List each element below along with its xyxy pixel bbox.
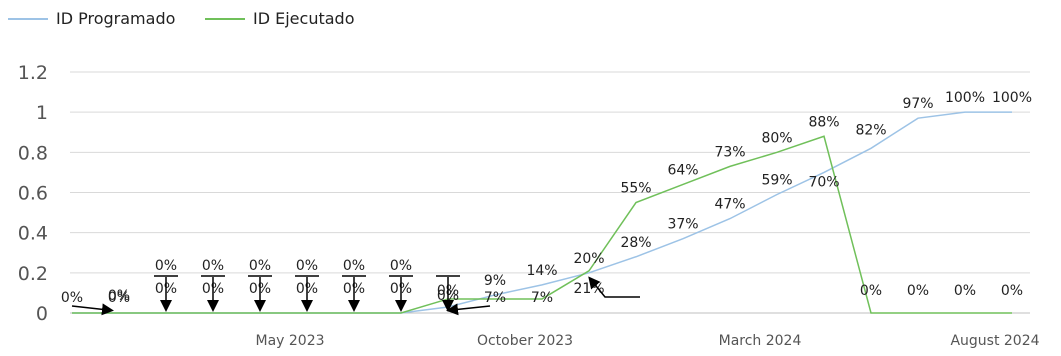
data-label-programado: 100% xyxy=(945,90,985,106)
data-label-programado: 0% xyxy=(155,258,177,274)
data-label-ejecutado: 7% xyxy=(484,290,506,306)
data-label-programado: 82% xyxy=(855,122,886,138)
data-label-ejecutado: 80% xyxy=(761,130,792,146)
legend: ID Programado ID Ejecutado xyxy=(8,9,354,28)
y-tick-label: 0.8 xyxy=(18,142,48,164)
y-tick-label: 0.6 xyxy=(18,183,48,205)
data-label-programado: 47% xyxy=(714,197,745,213)
data-label-programado: 0% xyxy=(249,258,271,274)
x-tick-label: May 2023 xyxy=(255,333,324,349)
series-line-ejecutado xyxy=(72,135,1012,314)
x-tick-label: October 2023 xyxy=(477,333,573,349)
data-label-ejecutado: 21% xyxy=(573,281,604,297)
data-label-programado: 100% xyxy=(992,90,1032,106)
y-tick-label: 0.4 xyxy=(18,223,48,245)
legend-label-programado: ID Programado xyxy=(56,9,175,28)
data-label-programado: 0% xyxy=(61,290,83,306)
data-label-programado: 28% xyxy=(620,235,651,251)
x-tick-label: March 2024 xyxy=(719,333,802,349)
data-label-programado: 97% xyxy=(902,96,933,112)
data-label-programado: 0% xyxy=(390,258,412,274)
data-label-ejecutado: 73% xyxy=(714,144,745,160)
x-tick-label: August 2024 xyxy=(950,333,1039,349)
data-label-ejecutado: 0% xyxy=(907,283,929,299)
data-label-ejecutado: 0% xyxy=(954,283,976,299)
data-label-ejecutado: 7% xyxy=(531,290,553,306)
data-label-ejecutado: 55% xyxy=(620,181,651,197)
data-label-programado: 0% xyxy=(202,258,224,274)
data-label-ejecutado: 88% xyxy=(808,114,839,130)
data-label-programado: 0% xyxy=(343,258,365,274)
callout-arrow xyxy=(446,303,491,316)
y-tick-label: 0.2 xyxy=(18,263,48,285)
data-label-programado: 14% xyxy=(526,263,557,279)
data-label-ejecutado: 0% xyxy=(860,283,882,299)
data-label-programado: 0% xyxy=(296,258,318,274)
data-label-programado: 20% xyxy=(573,251,604,267)
data-label-programado: 59% xyxy=(761,173,792,189)
callout-arrow xyxy=(588,276,640,298)
legend-label-ejecutado: ID Ejecutado xyxy=(253,9,354,28)
callout-arrow xyxy=(71,303,114,316)
y-tick-label: 0 xyxy=(36,303,48,325)
data-label-programado: 0% xyxy=(108,290,130,306)
data-label-ejecutado: 64% xyxy=(667,162,698,178)
data-label-programado: 37% xyxy=(667,217,698,233)
y-tick-label: 1.2 xyxy=(18,62,48,84)
data-label-programado: 9% xyxy=(484,273,506,289)
data-label-ejecutado: 0% xyxy=(108,288,130,304)
y-tick-label: 1 xyxy=(36,102,48,124)
data-label-ejecutado: 0% xyxy=(1001,283,1023,299)
data-label-programado: 70% xyxy=(808,174,839,190)
